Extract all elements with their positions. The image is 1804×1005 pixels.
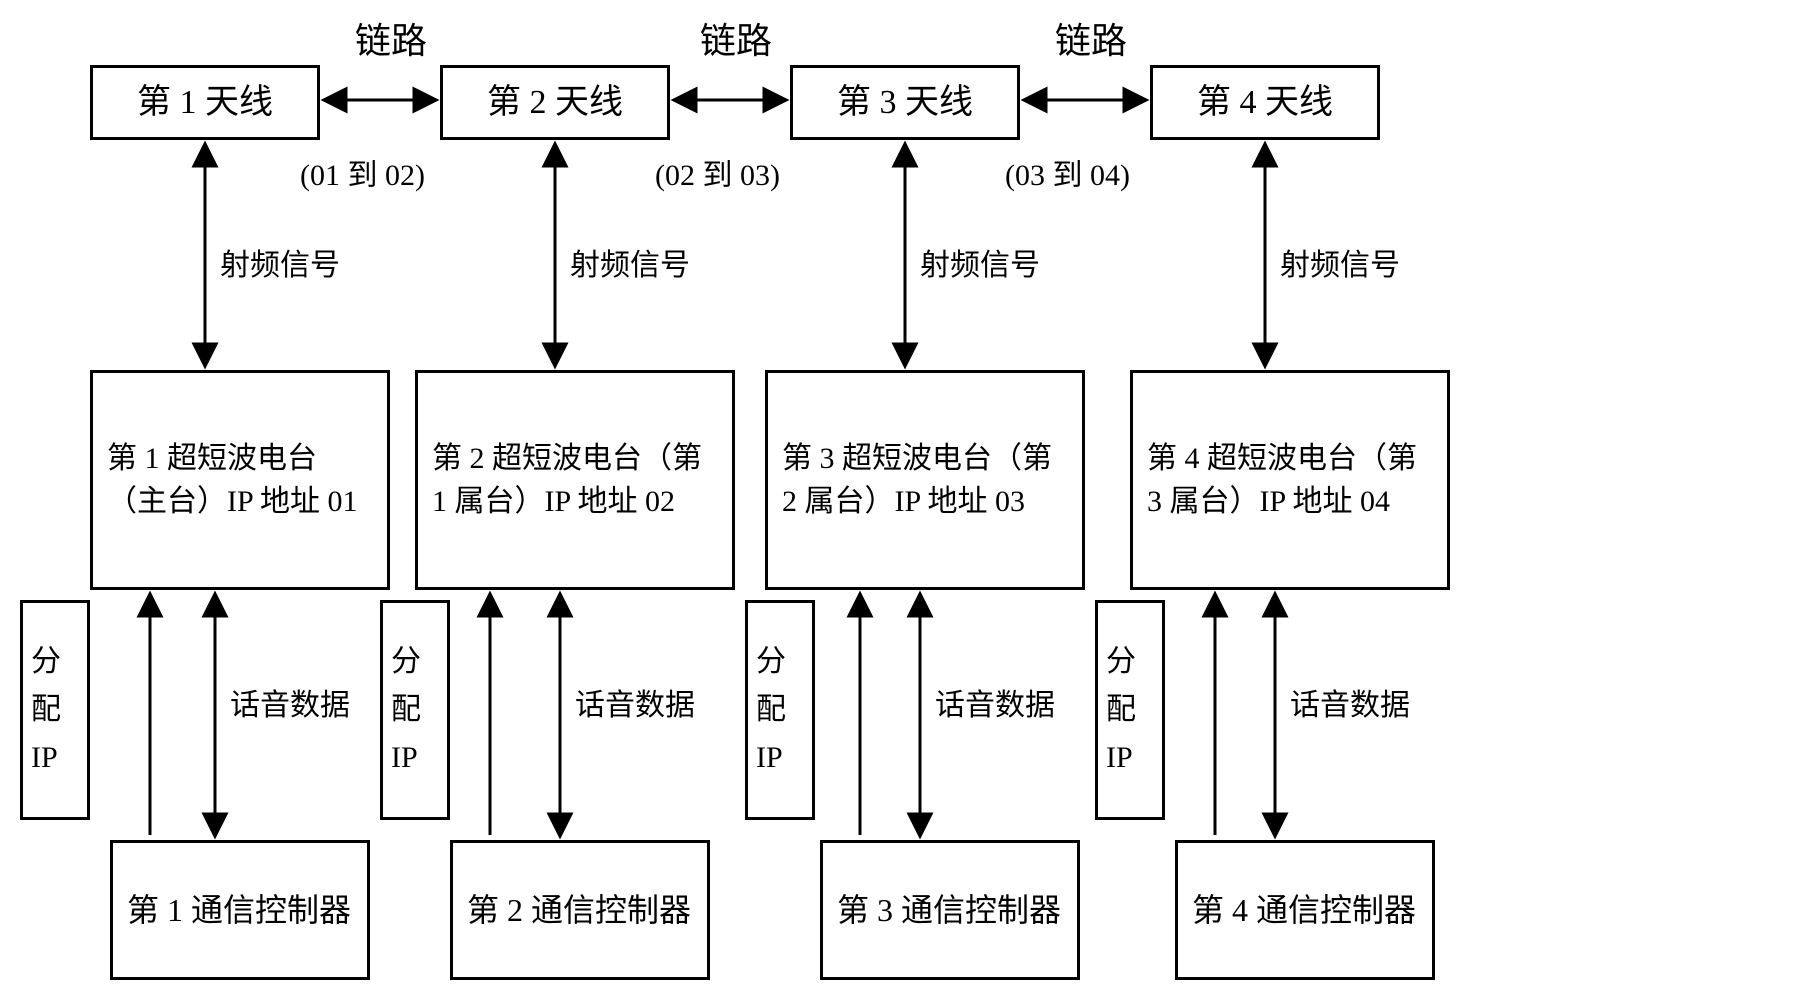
antenna-1-label: 第 1 天线 <box>137 78 273 127</box>
voice-label-2: 话音数据 <box>575 680 695 724</box>
controller-2: 第 2 通信控制器 <box>450 840 710 980</box>
rf-label-3: 射频信号 <box>920 240 1040 284</box>
ip-box-3: 分 配 IP <box>745 600 815 820</box>
antenna-2-label: 第 2 天线 <box>487 78 623 127</box>
controller-4-label: 第 4 通信控制器 <box>1192 887 1416 933</box>
rf-label-2: 射频信号 <box>570 240 690 284</box>
controller-4: 第 4 通信控制器 <box>1175 840 1435 980</box>
station-4: 第 4 超短波电台（第 3 属台）IP 地址 04 <box>1130 370 1450 590</box>
antenna-2: 第 2 天线 <box>440 65 670 140</box>
station-4-label: 第 4 超短波电台（第 3 属台）IP 地址 04 <box>1147 437 1433 524</box>
rf-label-4: 射频信号 <box>1280 240 1400 284</box>
ip-box-3-label: 分 配 IP <box>756 638 786 782</box>
antenna-4: 第 4 天线 <box>1150 65 1380 140</box>
controller-1-label: 第 1 通信控制器 <box>127 887 351 933</box>
station-2-label: 第 2 超短波电台（第 1 属台）IP 地址 02 <box>432 437 718 524</box>
controller-1: 第 1 通信控制器 <box>110 840 370 980</box>
ip-box-2-label: 分 配 IP <box>391 638 421 782</box>
ip-box-1: 分 配 IP <box>20 600 90 820</box>
link-label-3: 链路 <box>1055 12 1127 64</box>
network-diagram: 第 1 天线 第 2 天线 第 3 天线 第 4 天线 链路 链路 链路 (01… <box>0 0 1804 1005</box>
rf-label-1: 射频信号 <box>220 240 340 284</box>
ip-box-4-label: 分 配 IP <box>1106 638 1136 782</box>
ip-box-4: 分 配 IP <box>1095 600 1165 820</box>
antenna-1: 第 1 天线 <box>90 65 320 140</box>
antenna-3: 第 3 天线 <box>790 65 1020 140</box>
controller-3-label: 第 3 通信控制器 <box>837 887 1061 933</box>
station-1: 第 1 超短波电台（主台）IP 地址 01 <box>90 370 390 590</box>
link-sub-3: (03 到 04) <box>1005 150 1130 194</box>
voice-label-1: 话音数据 <box>230 680 350 724</box>
station-2: 第 2 超短波电台（第 1 属台）IP 地址 02 <box>415 370 735 590</box>
link-sub-1: (01 到 02) <box>300 150 425 194</box>
voice-label-4: 话音数据 <box>1290 680 1410 724</box>
ip-box-1-label: 分 配 IP <box>31 638 61 782</box>
link-sub-2: (02 到 03) <box>655 150 780 194</box>
ip-box-2: 分 配 IP <box>380 600 450 820</box>
link-label-2: 链路 <box>700 12 772 64</box>
station-3-label: 第 3 超短波电台（第 2 属台）IP 地址 03 <box>782 437 1068 524</box>
antenna-3-label: 第 3 天线 <box>837 78 973 127</box>
controller-3: 第 3 通信控制器 <box>820 840 1080 980</box>
antenna-4-label: 第 4 天线 <box>1197 78 1333 127</box>
station-1-label: 第 1 超短波电台（主台）IP 地址 01 <box>107 437 373 524</box>
voice-label-3: 话音数据 <box>935 680 1055 724</box>
station-3: 第 3 超短波电台（第 2 属台）IP 地址 03 <box>765 370 1085 590</box>
link-label-1: 链路 <box>355 12 427 64</box>
controller-2-label: 第 2 通信控制器 <box>467 887 691 933</box>
